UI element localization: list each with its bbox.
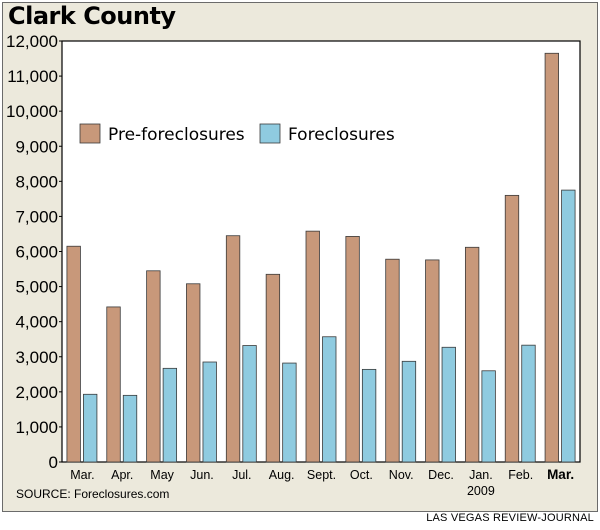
bar-foreclosures	[401, 360, 417, 463]
y-tick-label: 5,000	[15, 278, 58, 297]
x-tick-label: May	[150, 468, 174, 482]
plot-area	[61, 40, 581, 463]
bars-group	[66, 52, 576, 463]
bar-pre-foreclosures	[385, 258, 400, 463]
bar-foreclosures	[83, 393, 98, 463]
bar-foreclosures	[202, 361, 217, 463]
x-tick-label: Mar.	[70, 468, 94, 482]
bar-foreclosures	[242, 345, 257, 463]
y-tick-label: 10,000	[6, 102, 58, 121]
bar-foreclosures	[481, 370, 496, 463]
x-tick-label: Jan.	[469, 468, 493, 482]
y-tick-label: 8,000	[15, 172, 58, 191]
y-tick-label: 11,000	[7, 67, 58, 86]
chart-title: Clark County	[8, 2, 176, 30]
x-tick-label: Apr.	[111, 468, 133, 482]
bar-pre-foreclosures	[146, 270, 161, 463]
bar-foreclosures	[361, 368, 377, 463]
bar-pre-foreclosures	[305, 230, 320, 463]
x-tick-sublabel: 2009	[467, 484, 495, 498]
x-tick-label: Sept.	[307, 468, 336, 482]
legend-label-foreclosures: Foreclosures	[288, 125, 395, 145]
bar-pre-foreclosures	[106, 306, 121, 463]
y-tick-label: 12,000	[6, 32, 58, 51]
legend-swatch-pre-foreclosures	[79, 123, 101, 144]
y-tick-label: 7,000	[15, 207, 58, 226]
bar-pre-foreclosures	[425, 259, 440, 463]
bar-pre-foreclosures	[66, 245, 81, 463]
bar-foreclosures	[521, 344, 536, 463]
bar-pre-foreclosures	[504, 194, 520, 463]
x-tick-label: Dec.	[428, 468, 454, 482]
y-tick-label: 0	[49, 453, 58, 472]
y-tick-label: 6,000	[15, 243, 58, 262]
legend: Pre-foreclosures Foreclosures	[79, 123, 395, 145]
bar-foreclosures	[162, 367, 178, 463]
bar-foreclosures	[122, 394, 138, 463]
bar-pre-foreclosures	[464, 246, 480, 463]
bar-pre-foreclosures	[186, 283, 201, 463]
y-tick-label: 1,000	[15, 418, 58, 437]
bar-foreclosures	[561, 189, 576, 463]
y-axis-ticks: 0 1,000 2,000 3,000 4,000 5,000 6,000 7,000 8,00…	[6, 32, 58, 472]
x-tick-label: Nov.	[389, 468, 414, 482]
publication-credit: LAS VEGAS REVIEW-JOURNAL	[426, 512, 594, 524]
legend-label-pre-foreclosures: Pre-foreclosures	[108, 125, 245, 145]
bar-pre-foreclosures	[265, 273, 281, 463]
x-tick-label: Jun.	[190, 468, 214, 482]
bar-pre-foreclosures	[225, 235, 241, 463]
y-tick-label: 3,000	[15, 348, 58, 367]
source-note: SOURCE: Foreclosures.com	[16, 487, 170, 501]
y-tick-label: 9,000	[15, 137, 58, 156]
legend-swatch-foreclosures	[259, 123, 281, 144]
y-tick-label: 2,000	[15, 383, 58, 402]
bar-foreclosures	[282, 362, 297, 463]
bar-pre-foreclosures	[345, 236, 360, 463]
x-tick-label: Aug.	[269, 468, 295, 482]
x-tick-label: Jul.	[232, 468, 251, 482]
bar-foreclosures	[441, 346, 456, 463]
x-tick-label: Oct.	[350, 468, 373, 482]
x-tick-label: Mar.	[547, 467, 574, 482]
bar-pre-foreclosures	[544, 52, 559, 463]
x-axis-ticks: Mar. Apr. May Jun. Jul. Aug. Sept. Oct. Nov. Dec.…	[59, 40, 574, 498]
bar-foreclosures	[322, 336, 337, 463]
y-tick-label: 4,000	[15, 313, 58, 332]
x-tick-label: Feb.	[508, 468, 533, 482]
